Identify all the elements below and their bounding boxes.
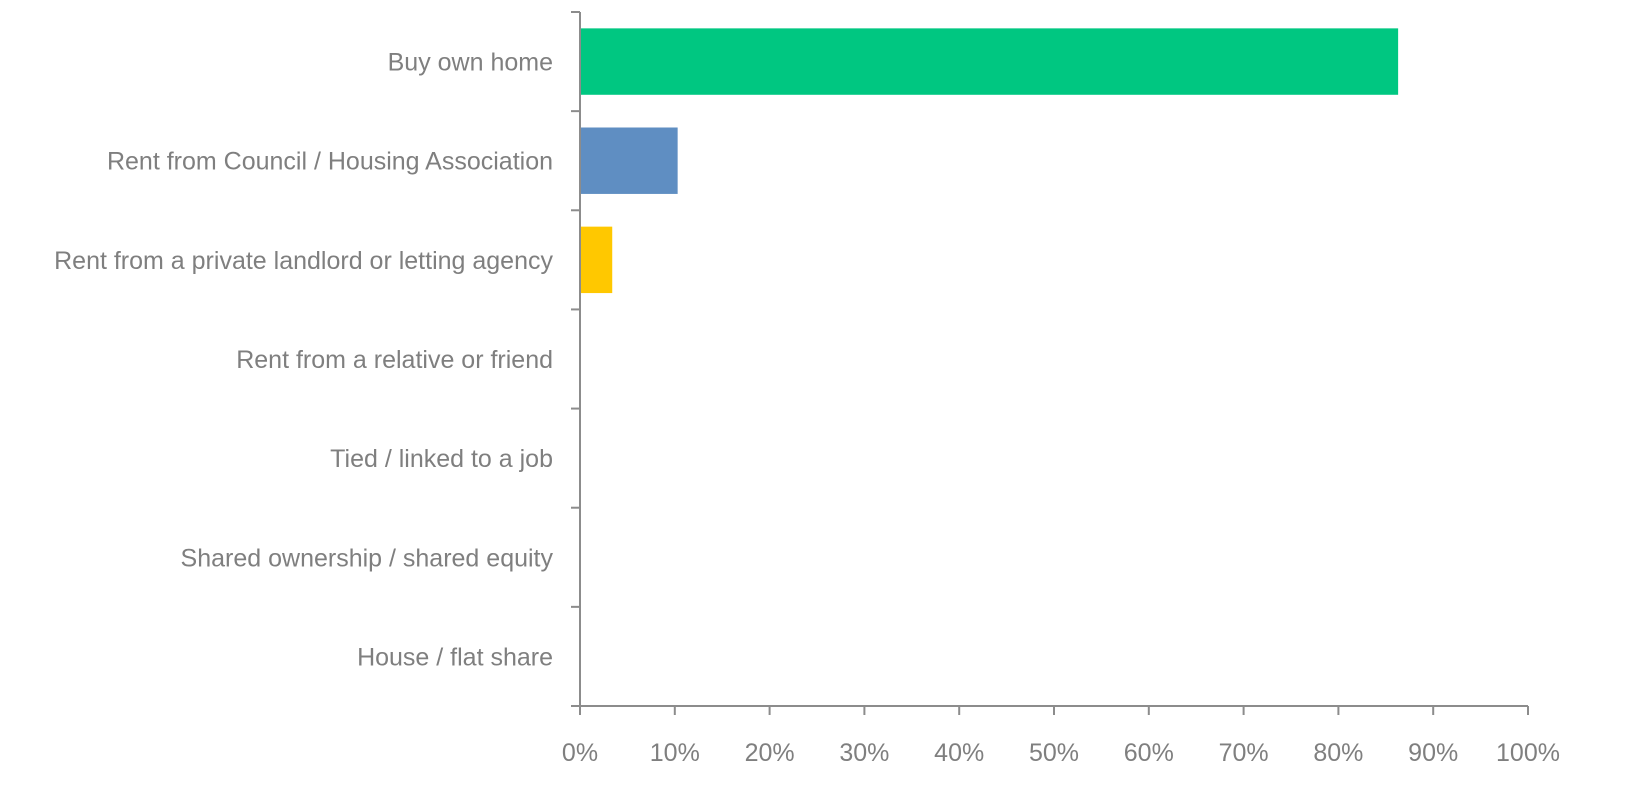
bar-2 bbox=[581, 226, 613, 294]
category-label-1: Rent from Council / Housing Association bbox=[107, 148, 553, 176]
x-tick-label-9: 90% bbox=[1408, 739, 1458, 767]
x-axis bbox=[579, 705, 1529, 715]
x-tick-label-5: 50% bbox=[1029, 739, 1079, 767]
tick-labels: 0% 10% 20% 30% 40% 50% 60% 70% 80% 90% 100% bbox=[562, 739, 1560, 767]
category-labels: Buy own home Rent from Council / Housing … bbox=[54, 49, 553, 672]
category-label-2: Rent from a private landlord or letting … bbox=[54, 247, 553, 275]
x-tick-label-7: 70% bbox=[1219, 739, 1269, 767]
x-tick-label-2: 20% bbox=[745, 739, 795, 767]
category-label-5: Shared ownership / shared equity bbox=[181, 544, 554, 572]
category-label-3: Rent from a relative or friend bbox=[236, 346, 553, 374]
bar-0 bbox=[581, 28, 1399, 95]
category-label-0: Buy own home bbox=[388, 49, 553, 77]
x-tick-label-1: 10% bbox=[650, 739, 700, 767]
x-tick-label-0: 0% bbox=[562, 739, 598, 767]
bar-1 bbox=[581, 127, 678, 194]
x-tick-label-3: 30% bbox=[839, 739, 889, 767]
x-tick-label-4: 40% bbox=[934, 739, 984, 767]
category-label-4: Tied / linked to a job bbox=[330, 445, 553, 473]
x-tick-label-10: 100% bbox=[1496, 739, 1560, 767]
y-axis bbox=[571, 11, 581, 707]
x-tick-label-8: 80% bbox=[1313, 739, 1363, 767]
bars-group bbox=[581, 28, 1399, 294]
x-tick-label-6: 60% bbox=[1124, 739, 1174, 767]
category-label-6: House / flat share bbox=[357, 643, 553, 671]
